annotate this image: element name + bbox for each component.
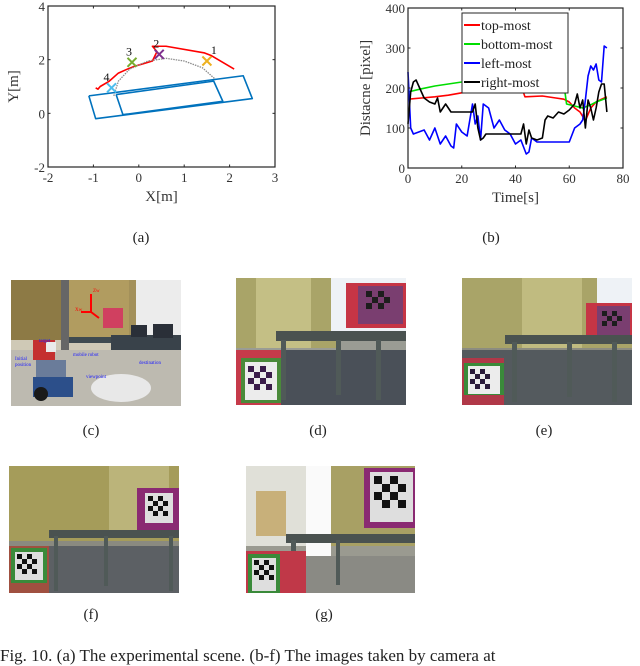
svg-text:Zw: Zw — [93, 289, 100, 294]
x-axis-label: Time[s] — [492, 190, 539, 206]
x-tick-label: 3 — [272, 170, 279, 185]
axes-box — [47, 5, 276, 168]
y-tick-label: 0 — [399, 161, 406, 176]
svg-text:destination: destination — [139, 361, 161, 366]
y-tick-label: 300 — [386, 41, 406, 56]
svg-text:target: target — [39, 339, 51, 344]
waypoint-marker-3 — [126, 57, 138, 68]
waypoint-marker-2 — [154, 49, 165, 60]
x-tick-label: 2 — [226, 170, 233, 185]
subfigure-label-c: (c) — [82, 423, 100, 439]
y-tick-label: 200 — [386, 81, 406, 96]
y-tick-label: -2 — [34, 160, 45, 175]
x-tick-label: 0 — [405, 171, 412, 186]
x-axis-label: X[m] — [145, 189, 178, 205]
legend-entry-right-most: right-most — [481, 76, 539, 91]
distance-chart: 0 20 40 60 80 0 100 200 300 400 Time[s] Distacne [p… — [358, 1, 630, 206]
photo-experimental-scene: Zw Xw Initial position mobile robot view… — [11, 280, 181, 406]
legend-entry-top-most: top-most — [481, 19, 531, 34]
x-tick-label: -1 — [88, 170, 99, 185]
series-table-outline-inner — [115, 80, 224, 116]
svg-text:viewpoint: viewpoint — [86, 375, 107, 380]
waypoint-marker-4 — [106, 82, 117, 94]
svg-text:position: position — [15, 363, 32, 368]
subfigure-label-b: (b) — [482, 230, 500, 246]
photo-camera-view-g — [246, 466, 415, 593]
series-right-most — [407, 79, 608, 145]
subfigure-label-f: (f) — [83, 607, 99, 623]
x-tick-label: 0 — [136, 170, 143, 185]
series-reference-arc — [113, 57, 217, 97]
series-top-most — [407, 91, 608, 122]
legend: top-most bottom-most left-most right-most — [461, 12, 569, 94]
waypoint-label-1: 1 — [211, 43, 217, 57]
trajectory-chart: 1 2 3 4 -2 -1 0 1 2 3 -2 0 2 4 X[m] Y[m] — [6, 0, 279, 205]
y-axis-label: Distacne [pixel] — [358, 40, 374, 136]
figure-caption: Fig. 10. (a) The experimental scene. (b-… — [0, 646, 496, 665]
x-tick-label: 1 — [181, 170, 188, 185]
subfigure-label-g: (g) — [315, 607, 333, 623]
y-tick-label: 400 — [386, 1, 406, 16]
legend-entry-left-most: left-most — [481, 57, 532, 72]
subfigure-label-d: (d) — [309, 423, 327, 439]
x-tick-label: 80 — [617, 171, 630, 186]
series-table-outline-outer — [88, 74, 254, 120]
svg-text:Initial: Initial — [15, 357, 28, 362]
y-tick-label: 0 — [39, 106, 46, 121]
photo-camera-view-f — [9, 466, 179, 593]
x-tick-label: 60 — [563, 171, 576, 186]
waypoint-marker-1 — [201, 55, 213, 67]
photo-camera-view-d — [236, 278, 406, 405]
svg-text:mobile robot: mobile robot — [73, 353, 99, 358]
waypoint-label-3: 3 — [126, 44, 132, 58]
y-tick-label: 100 — [386, 121, 406, 136]
subfigure-label-e: (e) — [535, 423, 553, 439]
legend-entry-bottom-most: bottom-most — [481, 38, 553, 53]
y-tick-label: 2 — [39, 53, 46, 68]
waypoint-label-2: 2 — [153, 36, 159, 50]
svg-text:Xw: Xw — [75, 308, 83, 313]
subfigure-label-a: (a) — [132, 230, 150, 246]
y-tick-label: 4 — [39, 0, 46, 14]
y-axis-label: Y[m] — [6, 70, 22, 103]
x-tick-label: 40 — [509, 171, 522, 186]
x-tick-label: -2 — [43, 170, 54, 185]
x-tick-label: 20 — [455, 171, 468, 186]
waypoint-label-4: 4 — [104, 70, 110, 84]
photo-camera-view-e — [462, 278, 632, 405]
series-robot-trajectory — [95, 45, 235, 90]
